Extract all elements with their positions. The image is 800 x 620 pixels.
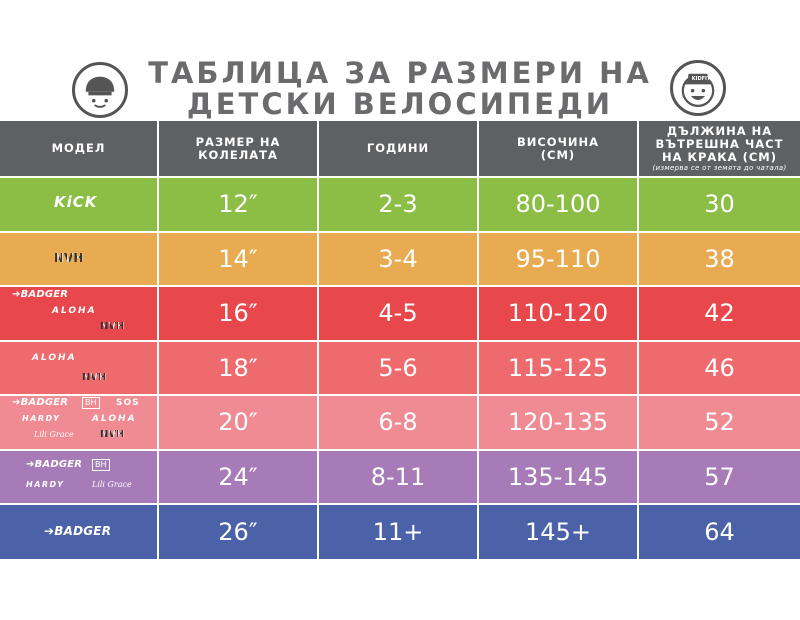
- title-line-2: ДЕТСКИ ВЕЛОСИПЕДИ: [186, 87, 614, 121]
- inseam-cell: 42: [638, 285, 800, 341]
- inseam-cell: 38: [638, 230, 800, 286]
- table-row: NVH 14″ 3-4 95-110 38: [0, 230, 800, 286]
- brand-lili-grace: Lili Grace: [92, 479, 132, 489]
- brand-aloha: ALOHA: [32, 352, 77, 363]
- age-cell: 11+: [318, 503, 479, 559]
- brand-hardy: HARDY: [26, 479, 65, 489]
- wheel-size-cell: 24″: [158, 448, 319, 504]
- table-row: ➔BADGER ALOHA NVH 16″ 4-5 110-120 42: [0, 285, 800, 341]
- brand-nh: NVH: [54, 250, 84, 265]
- brand-kick: KiCK: [54, 193, 98, 212]
- brand-lili-grace: Lili Grace: [34, 430, 74, 440]
- brand-aloha: ALOHA: [52, 306, 97, 317]
- wheel-size-cell: 12″: [158, 176, 319, 232]
- inseam-cell: 30: [638, 176, 800, 232]
- helmet-logo-icon: [72, 62, 128, 118]
- brand-badger: ➔BADGER: [44, 523, 112, 538]
- brand-badger: ➔BADGER: [26, 458, 83, 470]
- wheel-size-cell: 20″: [158, 394, 319, 450]
- table-row: ➔BADGER BH SOS HARDY ALOHA Lili Grace NV…: [0, 394, 800, 450]
- height-cell: 120-135: [478, 394, 639, 450]
- brand-badger: ➔BADGER: [12, 289, 69, 301]
- inseam-note: (измерва се от земята до чатала): [652, 163, 787, 172]
- model-cell: KiCK: [0, 176, 159, 232]
- page-title: ТАБЛИЦА ЗА РАЗМЕРИ НА ДЕТСКИ ВЕЛОСИПЕДИ: [0, 58, 800, 120]
- height-cell: 110-120: [478, 285, 639, 341]
- kidfit-logo-text: KIDFIT: [691, 76, 711, 82]
- height-cell: 115-125: [478, 339, 639, 395]
- brand-nh: NVH: [82, 371, 107, 383]
- height-cell: 135-145: [478, 448, 639, 504]
- header-model: МОДЕЛ: [0, 121, 159, 177]
- table-row: ALOHA NVH 18″ 5-6 115-125 46: [0, 339, 800, 395]
- age-cell: 6-8: [318, 394, 479, 450]
- wheel-size-cell: 14″: [158, 230, 319, 286]
- brand-bh: BH: [92, 458, 110, 471]
- model-cell: ➔BADGER: [0, 503, 159, 559]
- model-cell: NVH: [0, 230, 159, 286]
- wheel-size-cell: 18″: [158, 339, 319, 395]
- header-age: ГОДИНИ: [318, 121, 479, 177]
- title-line-1: ТАБЛИЦА ЗА РАЗМЕРИ НА: [148, 56, 652, 90]
- brand-hardy: HARDY: [22, 414, 61, 424]
- size-table: МОДЕЛ РАЗМЕР НА КОЛЕЛАТА ГОДИНИ ВИСОЧИНА…: [0, 121, 800, 559]
- table-header-row: МОДЕЛ РАЗМЕР НА КОЛЕЛАТА ГОДИНИ ВИСОЧИНА…: [0, 121, 800, 177]
- inseam-cell: 52: [638, 394, 800, 450]
- wheel-size-cell: 16″: [158, 285, 319, 341]
- header-inseam: ДЪЛЖИНА НА ВЪТРЕШНА ЧАСТ НА КРАКА (СМ) (…: [638, 121, 800, 177]
- age-cell: 2-3: [318, 176, 479, 232]
- header-height: ВИСОЧИНА (СМ): [478, 121, 639, 177]
- model-cell: ➔BADGER BH SOS HARDY ALOHA Lili Grace NV…: [0, 394, 159, 450]
- inseam-cell: 57: [638, 448, 800, 504]
- table-row: KiCK 12″ 2-3 80-100 30: [0, 176, 800, 232]
- age-cell: 5-6: [318, 339, 479, 395]
- model-cell: ➔BADGER ALOHA NVH: [0, 285, 159, 341]
- brand-sos: SOS: [116, 398, 140, 409]
- age-cell: 8-11: [318, 448, 479, 504]
- table-row: ➔BADGER BH HARDY Lili Grace 24″ 8-11 135…: [0, 448, 800, 504]
- age-cell: 3-4: [318, 230, 479, 286]
- brand-bh: BH: [82, 397, 100, 410]
- wheel-size-cell: 26″: [158, 503, 319, 559]
- height-cell: 95-110: [478, 230, 639, 286]
- inseam-cell: 64: [638, 503, 800, 559]
- height-cell: 80-100: [478, 176, 639, 232]
- brand-nh: NVH: [100, 429, 125, 441]
- brand-aloha: ALOHA: [92, 414, 137, 425]
- height-cell: 145+: [478, 503, 639, 559]
- inseam-cell: 46: [638, 339, 800, 395]
- age-cell: 4-5: [318, 285, 479, 341]
- model-cell: ALOHA NVH: [0, 339, 159, 395]
- brand-nh: NVH: [100, 321, 125, 333]
- model-cell: ➔BADGER BH HARDY Lili Grace: [0, 448, 159, 504]
- header-wheel-size: РАЗМЕР НА КОЛЕЛАТА: [158, 121, 319, 177]
- brand-badger: ➔BADGER: [12, 397, 69, 409]
- table-row: ➔BADGER 26″ 11+ 145+ 64: [0, 503, 800, 559]
- kidfit-kid-face-logo-icon: KIDFIT: [670, 60, 726, 116]
